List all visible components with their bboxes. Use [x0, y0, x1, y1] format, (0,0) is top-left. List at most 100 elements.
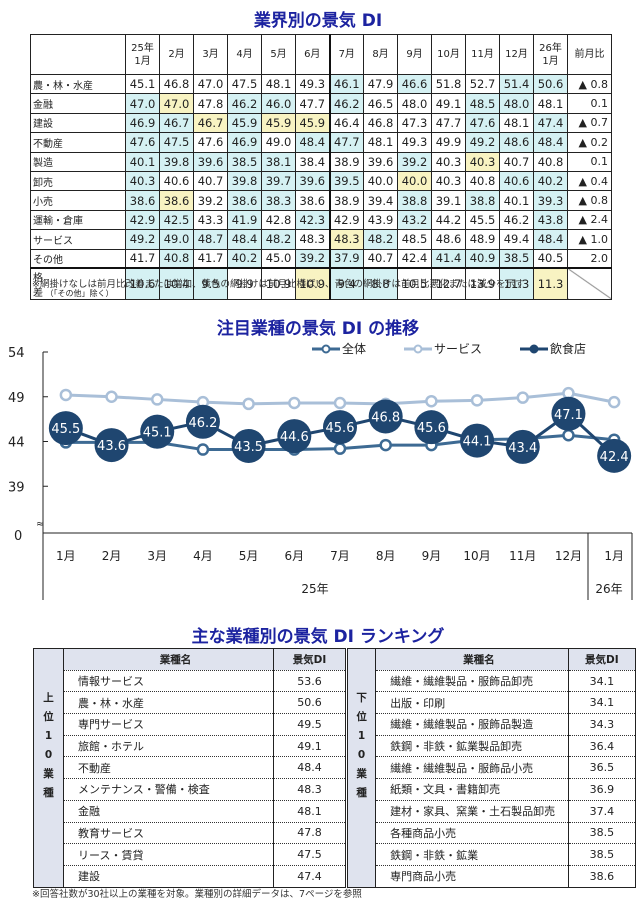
data-point — [242, 397, 255, 411]
column-header: 8月 — [363, 34, 398, 75]
di-value-cell: 40.2 — [533, 170, 568, 192]
di-value-cell: 43.9 — [363, 209, 398, 231]
di-value-cell: 40.8 — [159, 248, 194, 269]
di-value-cell: 11.3 — [533, 267, 568, 301]
industry-name: 紙類・文具・書籍卸売 — [375, 778, 569, 801]
column-header: 12月 — [499, 34, 534, 75]
di-value-cell: 39.5 — [328, 170, 364, 192]
column-header: 9月 — [397, 34, 432, 75]
di-value-cell: 40.6 — [159, 170, 194, 192]
di-value: 53.6 — [273, 670, 346, 693]
di-value-cell: 45.9 — [227, 112, 262, 134]
data-point — [379, 438, 392, 452]
ranking-row: 農・林・水産 50.6 — [34, 691, 346, 715]
data-label: 42.4 — [600, 450, 629, 465]
di-value-cell: 48.4 — [533, 229, 568, 250]
di-value-cell: 46.7 — [193, 112, 228, 134]
industry-row: 農・林・水産 45.1 46.8 47.0 47.5 48.1 49.3 46.1 47.9 46… — [30, 73, 612, 95]
ranking-row: 繊維・繊維製品・服飾品製造 34.3 — [348, 713, 636, 736]
industry-row: 金融 47.0 47.0 47.8 46.2 46.0 47.7 46.2 46.5 48.0 49… — [30, 93, 612, 114]
month-change-cell: ▲ 0.8 — [567, 190, 612, 211]
data-label: 43.6 — [97, 439, 126, 454]
month-change-cell: ▲ 0.4 — [567, 170, 612, 192]
di-value-cell: 12.7 — [431, 267, 466, 301]
di-value-cell: 46.9 — [125, 112, 160, 134]
data-label: 44.1 — [463, 435, 492, 450]
di-value-cell: 48.4 — [533, 132, 568, 153]
di-value-cell: 48.2 — [363, 229, 398, 250]
data-point — [505, 429, 540, 464]
di-value-cell: 10.9 — [295, 267, 330, 301]
di-value-cell: 50.6 — [533, 73, 568, 95]
di-value: 50.6 — [273, 691, 346, 715]
di-value-cell: 49.4 — [499, 229, 534, 250]
di-value-cell: 13.9 — [465, 267, 500, 301]
ranking-title: 主な業種別の景気 DI ランキング — [191, 627, 445, 647]
di-value-cell: 48.1 — [533, 93, 568, 114]
di-value-cell: 47.6 — [125, 132, 160, 153]
y-tick-label: 54 — [8, 346, 25, 361]
di-value-cell: 38.6 — [159, 190, 194, 211]
chart-legend: 全体 サービス 飲食店 — [312, 340, 586, 357]
industry-name: 旅館・ホテル — [63, 735, 274, 758]
di-value-cell: 48.1 — [499, 112, 534, 134]
industry-di-table: 25年 1月 2月 3月 4月 5月 6月 7月 8月 9月 10月 11月 12月 26年 1月 前月比 農… — [30, 34, 612, 301]
row-label: 小売 — [30, 190, 126, 211]
data-point — [185, 404, 220, 439]
industry-name: 出版・印刷 — [375, 691, 569, 715]
industry-name: メンテナンス・警備・検査 — [63, 778, 274, 801]
di-value-cell: 38.3 — [261, 190, 296, 211]
column-header: 景気DI — [273, 648, 346, 671]
di-value-cell: 40.1 — [499, 190, 534, 211]
di-value-cell: 52.7 — [465, 73, 500, 95]
di-value-cell: 39.8 — [227, 170, 262, 192]
month-change-cell: ▲ 0.8 — [567, 73, 612, 95]
di-value-cell: 49.2 — [125, 229, 160, 250]
industry-name: 不動産 — [63, 756, 274, 780]
di-value-cell: 9.4 — [328, 267, 364, 301]
industry-name: 繊維・繊維製品・服飾品小売 — [375, 756, 569, 780]
di-value-cell: 43.3 — [193, 209, 228, 231]
di-value: 34.1 — [567, 670, 636, 693]
ranking-row: 旅館・ホテル 49.1 — [34, 735, 346, 758]
di-value-cell: 46.2 — [328, 93, 364, 114]
column-header: 6月 — [295, 34, 330, 75]
data-label: 46.2 — [188, 416, 217, 431]
di-value-cell: 38.8 — [465, 190, 500, 211]
line-chart: 54 49 44 39 0 ≈1月 2月 3月 4月 5月 6月 7月 8月 9月 10月 11月 12月 1月 2… — [8, 346, 633, 600]
row-label: 建設 — [30, 112, 126, 134]
data-point — [460, 423, 495, 458]
column-header: 4月 — [227, 34, 262, 75]
di-value-cell: 42.8 — [261, 209, 296, 231]
data-point — [470, 394, 484, 407]
month-change-cell — [567, 267, 612, 301]
di-value-cell: 48.4 — [295, 132, 330, 153]
ranking-row: 各種商品小売 38.5 — [348, 822, 636, 845]
row-label: 農・林・水産 — [30, 73, 126, 95]
year-label: 26年 — [595, 582, 622, 596]
data-label: 45.5 — [51, 422, 80, 437]
data-point — [551, 396, 586, 431]
di-value-cell: 8.8 — [363, 267, 398, 301]
ranking-row: リース・賃貸 47.5 — [34, 843, 346, 866]
data-label: 44.6 — [280, 430, 309, 445]
industry-name: 専門サービス — [63, 713, 274, 736]
row-label: 運輸・倉庫 — [30, 209, 126, 231]
x-tick-label: 12月 — [555, 549, 582, 563]
x-tick-label: 5月 — [239, 549, 259, 563]
ranking-row: 専門サービス 49.5 — [34, 713, 346, 736]
x-tick-label: 2月 — [102, 549, 122, 563]
y-tick-label: 44 — [8, 436, 25, 451]
ranking-note: ※回答社数が30社以上の業種を対象。業種別の詳細データは、7ページを参照 — [32, 889, 362, 900]
legend-marker-icon — [520, 344, 549, 353]
di-value-cell: 11.3 — [499, 267, 534, 301]
table-title: 業界別の景気 DI — [253, 11, 383, 31]
data-point — [231, 428, 266, 463]
industry-row: 運輸・倉庫 42.9 42.5 43.3 41.9 42.8 42.3 42.9 43.9 43.… — [30, 209, 612, 231]
x-tick-label: 10月 — [463, 549, 490, 563]
y-tick-label: 39 — [8, 480, 25, 495]
di-value-cell: 46.6 — [397, 73, 432, 95]
di-value: 48.4 — [273, 756, 346, 780]
di-value-cell: 39.3 — [533, 190, 568, 211]
industry-row: 不動産 47.6 47.5 47.6 46.9 49.0 48.4 47.7 48.1 49.3 4… — [30, 132, 612, 153]
